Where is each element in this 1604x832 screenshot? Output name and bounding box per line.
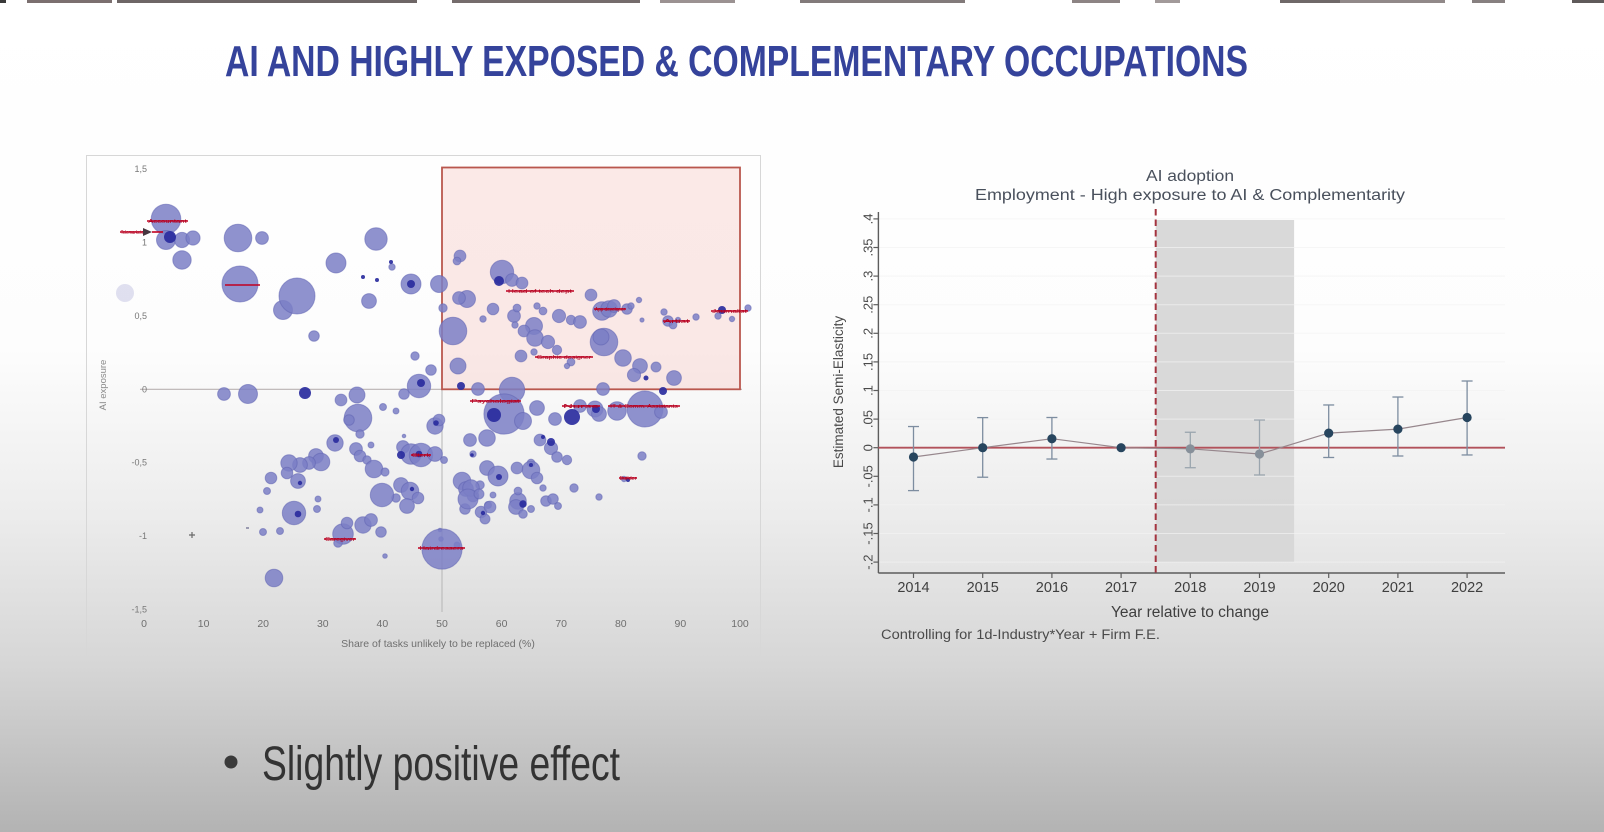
svg-text:.15: .15 (860, 353, 875, 371)
svg-text:.1: .1 (860, 385, 875, 396)
svg-text:100: 100 (731, 618, 749, 630)
svg-text:Year relative to change: Year relative to change (1111, 604, 1269, 621)
svg-text:.2: .2 (860, 328, 875, 339)
svg-text:60: 60 (496, 618, 508, 630)
svg-text:50: 50 (436, 618, 448, 630)
svg-text:2014: 2014 (897, 580, 929, 596)
svg-text:2022: 2022 (1451, 580, 1483, 596)
svg-text:Caregiver: Caregiver (325, 537, 356, 543)
svg-text:90: 90 (675, 618, 687, 630)
svg-text:IT & Comm. Assistants: IT & Comm. Assistants (610, 404, 678, 410)
svg-text:-0,5: -0,5 (131, 458, 147, 468)
svg-text:Psychologist: Psychologist (472, 399, 521, 405)
svg-text:Controlling for 1d-Industry*Ye: Controlling for 1d-Industry*Year + Firm … (881, 627, 1160, 642)
svg-text:App developer: App developer (595, 307, 625, 313)
svg-text:-.15: -.15 (860, 522, 875, 544)
svg-text:1: 1 (142, 238, 147, 248)
svg-text:2019: 2019 (1243, 580, 1275, 596)
svg-text:30: 30 (317, 618, 329, 630)
svg-text:2020: 2020 (1313, 580, 1345, 596)
svg-text:Clerk: Clerk (412, 453, 432, 459)
svg-text:.4: .4 (860, 213, 875, 224)
svg-text:-1,5: -1,5 (131, 605, 147, 615)
svg-text:AI exposure: AI exposure (98, 360, 109, 411)
svg-text:Builder: Builder (620, 476, 637, 482)
svg-text:0: 0 (142, 384, 147, 394)
svg-text:Slightly positive effect: Slightly positive effect (262, 738, 620, 791)
svg-text:Accountant: Accountant (148, 219, 187, 225)
svg-text:-.1: -.1 (860, 497, 875, 512)
svg-text:Estimated Semi-Elasticity: Estimated Semi-Elasticity (831, 316, 846, 469)
svg-text:1,5: 1,5 (134, 164, 147, 174)
svg-text:Telemarketer: Telemarketer (121, 230, 146, 236)
svg-text:40: 40 (377, 618, 389, 630)
svg-text:.35: .35 (860, 238, 875, 256)
svg-text:-.2: -.2 (860, 555, 875, 570)
svg-text:Hairdressers: Hairdressers (419, 546, 464, 552)
svg-text:Graphic designer: Graphic designer (537, 355, 592, 361)
svg-text:Nurse: Nurse (563, 404, 599, 410)
svg-text:.25: .25 (860, 296, 875, 314)
svg-text:70: 70 (555, 618, 567, 630)
svg-text:80: 80 (615, 618, 627, 630)
svg-text:Share of tasks unlikely to be: Share of tasks unlikely to be replaced (… (341, 638, 535, 650)
svg-text:Head of tech dept: Head of tech dept (508, 289, 573, 295)
svg-text:2021: 2021 (1382, 580, 1414, 596)
svg-text:2017: 2017 (1105, 580, 1137, 596)
svg-text:Artist: Artist (664, 319, 691, 325)
svg-text:0: 0 (141, 618, 147, 630)
svg-text:AI AND HIGHLY EXPOSED & COMPLE: AI AND HIGHLY EXPOSED & COMPLEMENTARY OC… (225, 37, 1248, 86)
svg-text:.3: .3 (860, 271, 875, 282)
svg-text:0: 0 (860, 444, 875, 451)
svg-text:-1: -1 (139, 531, 147, 541)
svg-text:-.05: -.05 (860, 465, 875, 487)
svg-text:.05: .05 (860, 410, 875, 428)
svg-text:Journalist: Journalist (712, 309, 748, 315)
svg-text:Employment - High exposure to: Employment - High exposure to AI & Compl… (975, 187, 1405, 204)
svg-text:20: 20 (257, 618, 269, 630)
svg-text:AI adoption: AI adoption (1146, 168, 1234, 185)
svg-text:0,5: 0,5 (134, 311, 147, 321)
svg-text:10: 10 (198, 618, 210, 630)
svg-text:2015: 2015 (967, 580, 999, 596)
svg-text:2016: 2016 (1036, 580, 1068, 596)
svg-text:2018: 2018 (1174, 580, 1206, 596)
